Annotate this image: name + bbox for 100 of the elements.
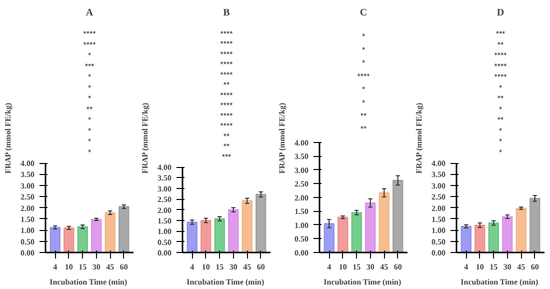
bar [530,198,540,252]
x-tick-label: 15 [216,262,224,272]
x-tick-label: 60 [394,262,402,272]
x-tick-label: 45 [106,262,114,272]
text: **** [83,30,96,39]
x-tick-label: 4 [464,262,468,272]
text: * [498,148,502,157]
text: **** [494,51,507,60]
x-tick-label: 10 [202,262,210,272]
text: * [88,148,92,157]
y-axis-title: FRAP (mmol FE/kg) [278,102,286,174]
x-tick-label: 10 [338,262,347,272]
bar [324,223,334,252]
x-tick-label: 45 [517,262,526,272]
bar [351,212,362,252]
text: * [362,85,366,94]
x-tick-label: 4 [327,262,332,272]
y-tick-label: 2.00 [158,206,172,215]
bar [488,222,499,252]
x-tick-label: 30 [503,262,512,272]
text: **** [220,50,233,59]
bar [365,202,376,252]
text: ** [223,142,230,152]
text: **** [83,40,96,50]
x-tick-label: 60 [120,262,128,272]
y-tick-label: 4.00 [158,163,172,172]
bar [186,222,198,252]
x-tick-label: 10 [64,262,73,272]
bar [104,212,116,252]
bar [242,200,252,252]
y-tick-label: 1.00 [20,226,34,236]
x-tick-label: 45 [380,262,388,272]
text: **** [357,72,370,81]
bar [91,218,102,252]
text: *** [496,30,506,39]
text: * [88,94,92,104]
y-tick-label: 1.50 [20,214,34,224]
text: ** [86,104,93,114]
x-axis-title: Incubation Time (min) [186,278,265,286]
y-tick-label: 0.00 [20,248,34,258]
y-tick-label: 1.00 [294,220,308,230]
text: * [362,45,366,54]
chart-title: C [360,8,368,18]
text: * [88,116,92,125]
y-tick-label: 2.00 [294,193,308,202]
x-tick-label: 30 [229,262,238,272]
y-tick-label: 3.50 [294,152,308,162]
x-tick-label: 15 [78,262,87,272]
bar [200,220,212,252]
bar [77,226,88,252]
y-tick-label: 0.50 [158,238,172,247]
bar [64,227,74,252]
x-tick-label: 30 [366,262,374,272]
bar [474,224,486,252]
y-tick-label: 0.50 [20,237,34,246]
x-tick-label: 15 [490,262,498,272]
y-tick-label: 0.00 [294,248,308,258]
y-tick-label: 2.50 [20,192,34,202]
text: * [88,83,92,92]
y-tick-label: 3.50 [158,174,172,183]
y-tick-label: 3.00 [20,181,34,190]
text: * [498,83,502,92]
y-tick-label: 3.00 [294,166,308,175]
bar [378,192,390,252]
text: ** [497,94,504,104]
text: **** [220,101,233,110]
chart-title: D [496,8,504,18]
text: * [362,98,366,108]
text: ** [223,80,230,90]
y-axis-title: FRAP (mmol FE/kg) [414,102,424,174]
y-tick-label: 1.00 [432,226,446,236]
text: ** [497,40,504,50]
y-axis-title: FRAP (mmol FE/kg) [140,102,150,174]
text: * [498,137,502,146]
text: ** [360,111,367,120]
bar [118,206,130,252]
x-axis-title: Incubation Time (min) [324,278,402,286]
text: ** [497,116,504,125]
text: **** [220,70,233,80]
y-tick-label: 3.50 [20,170,34,180]
y-tick-label: 2.00 [20,204,34,213]
bar [392,180,404,252]
text: * [498,126,502,136]
text: * [88,51,92,60]
y-tick-label: 0.50 [432,237,446,246]
text: **** [220,29,233,38]
y-tick-label: 3.50 [432,170,446,180]
y-tick-label: 1.50 [158,216,172,226]
text: ** [223,132,230,141]
y-tick-label: 2.50 [158,195,172,204]
y-tick-label: 3.00 [158,184,172,194]
y-tick-label: 2.50 [294,180,308,189]
x-tick-label: 45 [243,262,252,272]
x-tick-label: 60 [256,262,265,272]
x-axis-title: Incubation Time (min) [50,278,128,286]
bar [516,208,526,252]
x-tick-label: 15 [352,262,361,272]
text: ** [360,124,367,134]
x-tick-label: 4 [53,262,58,272]
text: * [362,58,366,68]
